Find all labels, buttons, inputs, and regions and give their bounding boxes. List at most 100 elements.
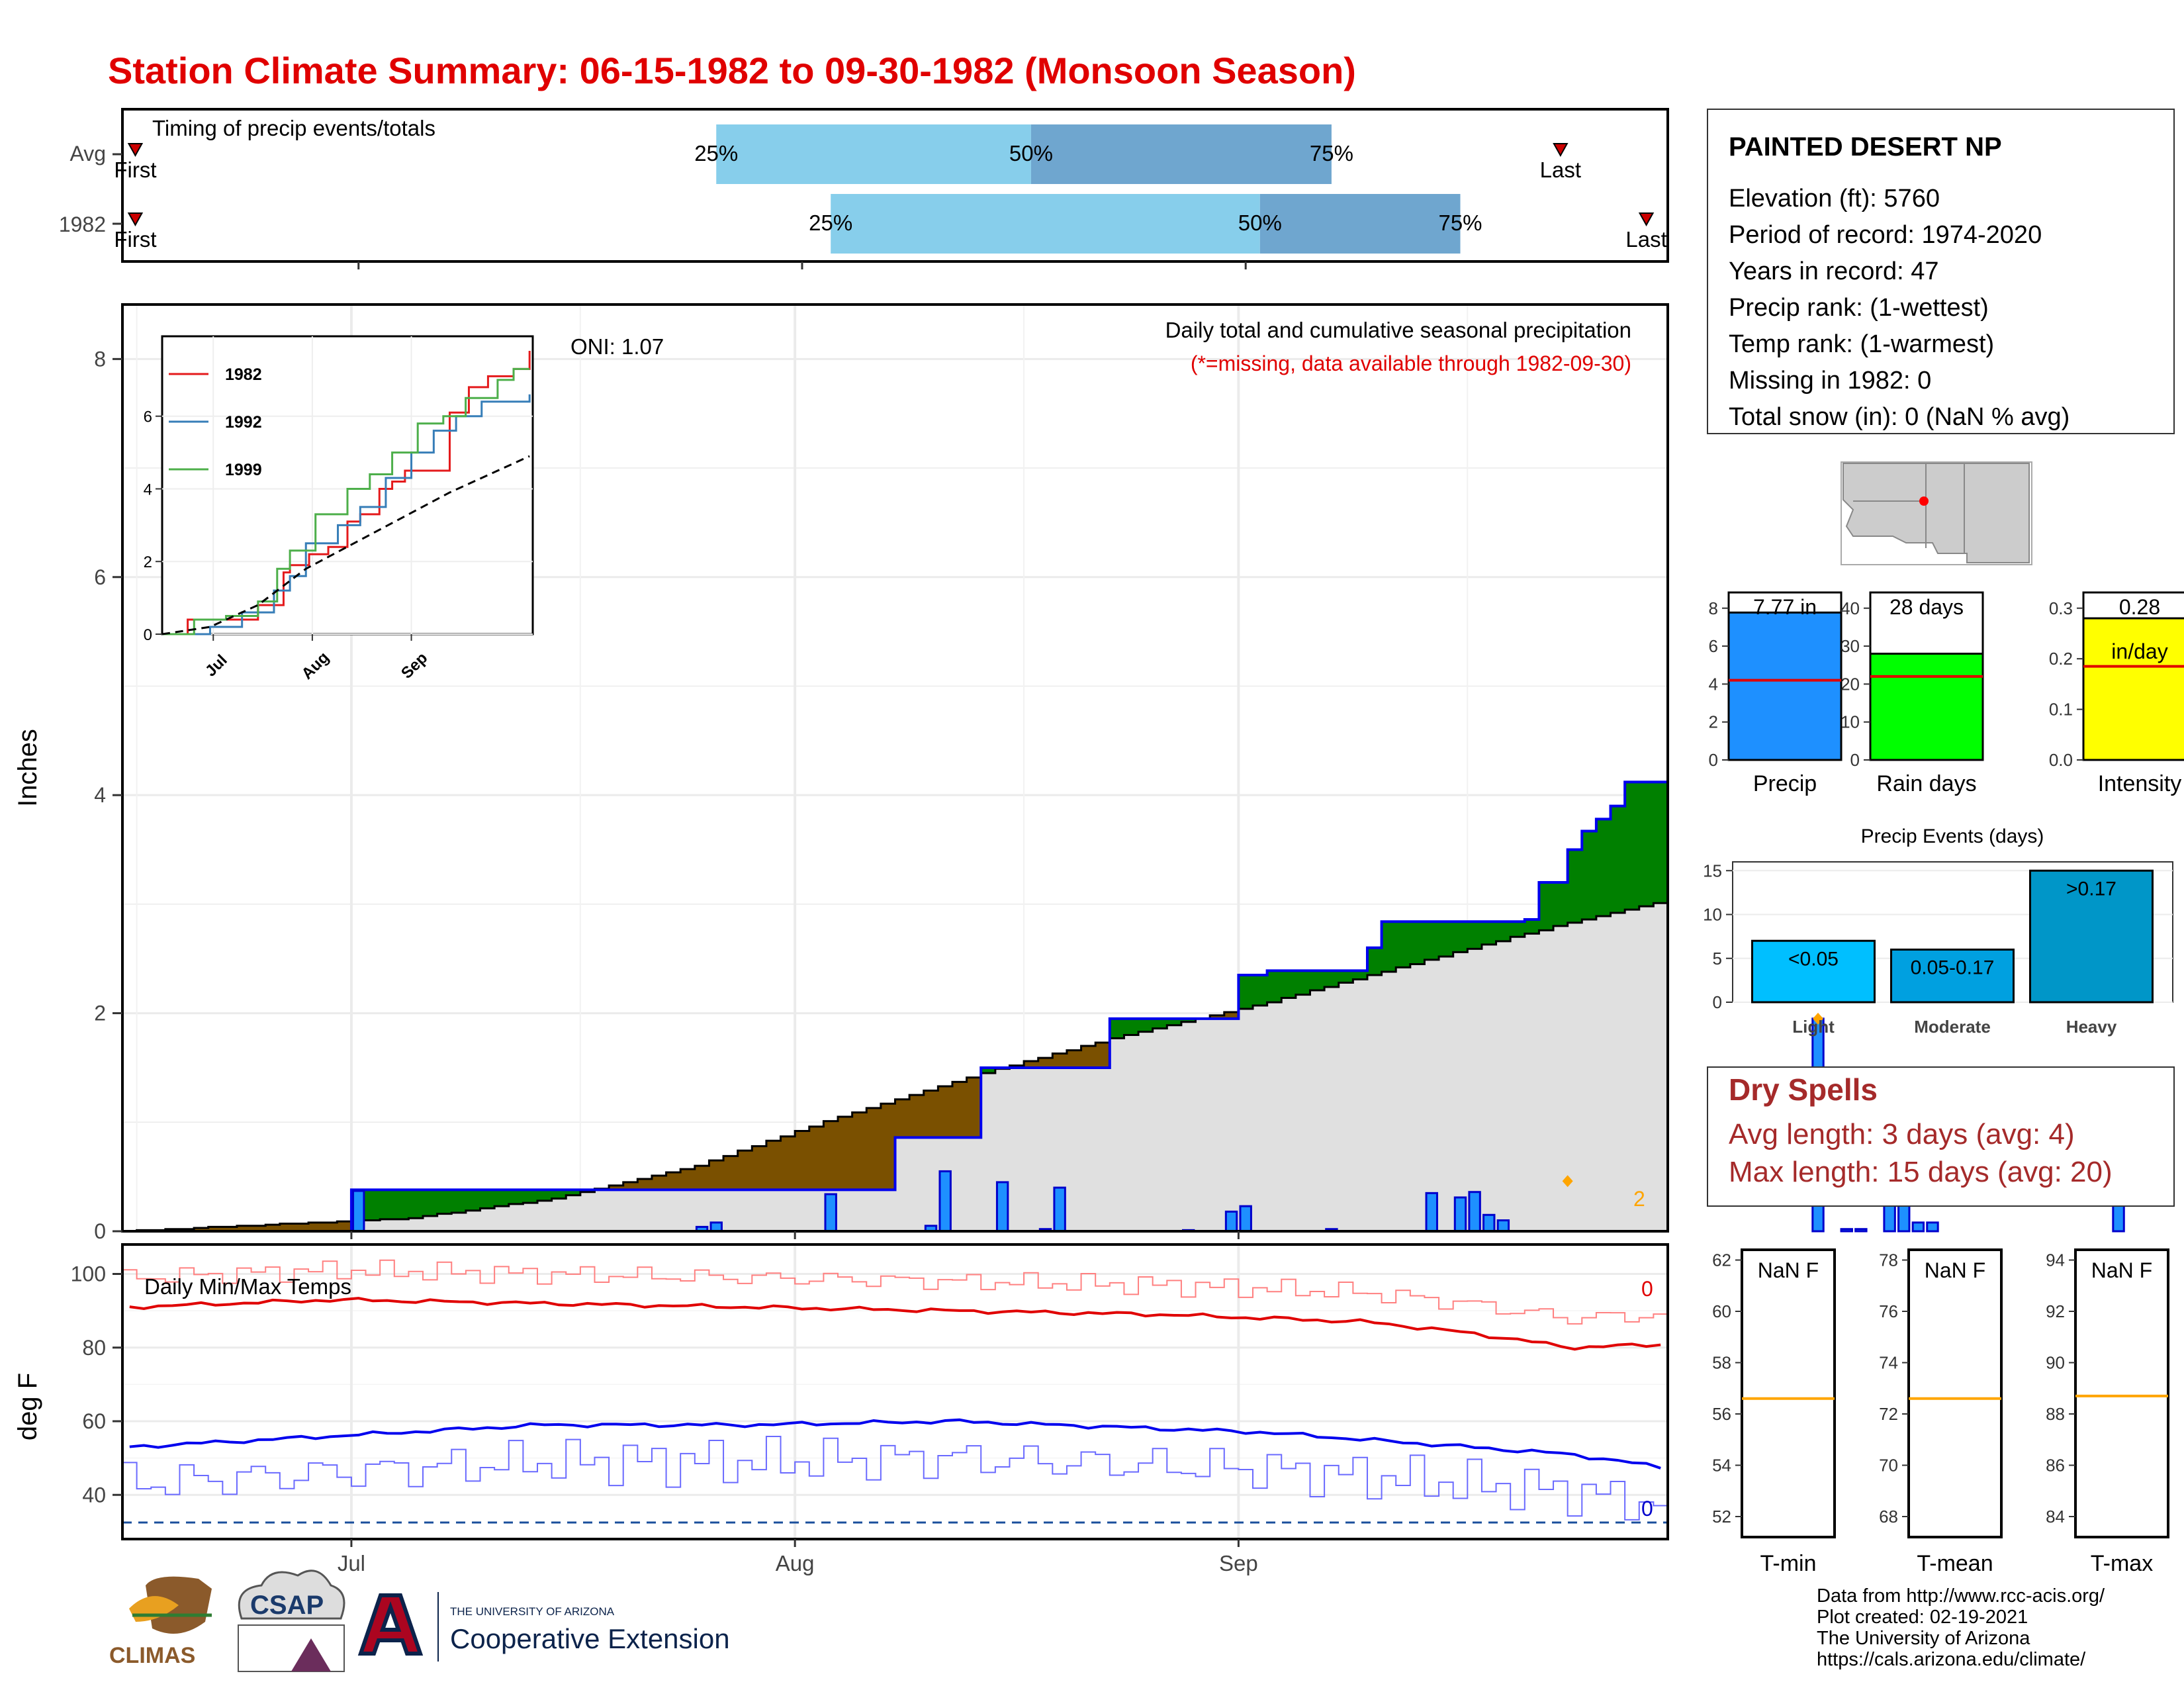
- temp-summary-box-1: [1907, 1248, 2003, 1538]
- events-category-label: Light: [1792, 1017, 1835, 1037]
- deficit-area-segment: [709, 1160, 724, 1190]
- timing-box-lower: [716, 124, 1031, 184]
- deficit-area-segment: [1052, 1053, 1068, 1068]
- summary-name-2: Intensity: [2098, 771, 2182, 796]
- station-location-marker: [1919, 496, 1929, 506]
- dry-spells-box: Dry Spells Avg length: 3 days (avg: 4) M…: [1707, 1066, 2175, 1207]
- climas-logo: CLIMAS: [109, 1576, 212, 1668]
- surplus-area-segment: [1610, 806, 1625, 914]
- missing-count: 2: [1633, 1187, 1645, 1211]
- deficit-area-segment: [852, 1112, 867, 1190]
- temp-summary-name-1: T-mean: [1917, 1551, 1993, 1576]
- surplus-area-segment: [408, 1190, 424, 1219]
- deficit-area-segment: [938, 1086, 953, 1138]
- daily-precip-bar: [352, 1190, 365, 1233]
- missing-note: (*=missing, data available through 1982-…: [1191, 352, 1631, 375]
- timing-p75-label: 75%: [1438, 211, 1482, 235]
- surplus-area-segment: [480, 1190, 495, 1209]
- events-bar-heavy: [2029, 869, 2154, 1004]
- oni-value: ONI: 1.07: [570, 334, 664, 359]
- normal-min-temp-line: [129, 1418, 1661, 1470]
- min-missing-count: 0: [1641, 1497, 1653, 1521]
- temp-summary-y-tick-label: 88: [2046, 1404, 2065, 1424]
- deficit-area-segment: [737, 1150, 752, 1190]
- surplus-area-segment: [494, 1190, 510, 1207]
- temp-summary-y-tick-label: 92: [2046, 1301, 2065, 1321]
- timing-box-lower: [831, 194, 1260, 254]
- inset-legend-label: 1999: [225, 461, 262, 479]
- temp-summary-y-tick-label: 90: [2046, 1353, 2065, 1373]
- temp-summary-y-tick-label: 78: [1879, 1250, 1898, 1270]
- surplus-area-segment: [566, 1190, 581, 1196]
- summary-y-tick-label: 0: [1850, 750, 1860, 770]
- surplus-area-segment: [1567, 849, 1582, 923]
- deficit-area-segment: [1066, 1050, 1082, 1068]
- precip-y-tick-label: 6: [94, 565, 106, 589]
- deficit-area-segment: [752, 1146, 767, 1190]
- surplus-area-segment: [1138, 1018, 1154, 1032]
- inset-series-1992: [162, 394, 531, 635]
- station-info-frame: [1707, 109, 2175, 434]
- deficit-area-segment: [208, 1227, 223, 1231]
- events-bar-moderate: [1890, 949, 2015, 1004]
- summary-y-tick-label: 0.1: [2049, 700, 2073, 720]
- inset-legend-label: 1982: [225, 365, 262, 384]
- summary-y-tick-label: 0: [1709, 750, 1718, 770]
- footer-line: The University of Arizona: [1817, 1628, 2030, 1649]
- precip-panel: 0 2 4 6 8 Inches Daily total and cumulative …: [13, 303, 2125, 1243]
- temp-y-tick-label: 60: [82, 1409, 106, 1433]
- location-map: [1841, 461, 2032, 565]
- deficit-area-segment: [251, 1225, 266, 1231]
- timing-last-marker: [1553, 143, 1569, 158]
- daily-precip-bar: [1425, 1192, 1438, 1233]
- daily-precip-bar: [1854, 1228, 1868, 1233]
- surplus-area-segment: [537, 1190, 553, 1201]
- surplus-area-segment: [1653, 782, 1668, 904]
- timing-last-label: Last: [1540, 158, 1581, 182]
- deficit-area-segment: [838, 1117, 853, 1190]
- inset-y-tick-label: 4: [144, 481, 152, 498]
- inset-frame: [161, 335, 534, 635]
- deficit-area-segment: [651, 1176, 667, 1190]
- temp-summary-y-tick-label: 74: [1879, 1353, 1898, 1373]
- deficit-area-segment: [795, 1131, 810, 1190]
- deficit-area-segment: [880, 1103, 896, 1190]
- ua-logo-block-a: [357, 1593, 424, 1656]
- temp-summary-y-tick-label: 76: [1879, 1301, 1898, 1321]
- temp-summary-value-2: NaN F: [2091, 1258, 2152, 1282]
- deficit-area-segment: [322, 1222, 338, 1231]
- deficit-area-segment: [1095, 1043, 1111, 1068]
- temp-y-tick-label: 100: [71, 1262, 106, 1286]
- deficit-area-segment: [637, 1178, 653, 1190]
- surplus-area-segment: [1281, 970, 1297, 998]
- surplus-area-segment: [1582, 831, 1597, 919]
- extreme-marker: [1562, 1175, 1573, 1188]
- surplus-area-segment: [1467, 921, 1482, 949]
- surplus-area-segment: [1181, 1018, 1197, 1022]
- summary-bar-0: [1727, 611, 1843, 761]
- temp-summary-y-tick-label: 86: [2046, 1456, 2065, 1476]
- page-title: Station Climate Summary: 06-15-1982 to 0…: [108, 50, 1356, 91]
- climas-logo-sun: [146, 1576, 212, 1634]
- summary-y-tick-label: 0.2: [2049, 649, 2073, 669]
- events-y-tick-label: 5: [1713, 949, 1722, 968]
- deficit-area-segment: [766, 1141, 782, 1190]
- surplus-area-segment: [1367, 947, 1383, 975]
- summary-y-tick-label: 4: [1709, 674, 1718, 694]
- timing-p50-label: 50%: [1009, 141, 1053, 165]
- temp-summary-box-0: [1741, 1248, 1836, 1538]
- surplus-area-segment: [1553, 882, 1569, 926]
- temperature-y-label: deg F: [13, 1373, 42, 1440]
- deficit-area-segment: [294, 1223, 309, 1231]
- deficit-area-segment: [952, 1082, 968, 1138]
- station-info-line: Elevation (ft): 5760: [1729, 185, 1940, 212]
- surplus-area-segment: [1639, 782, 1654, 907]
- summary-bar-2: [2082, 617, 2184, 761]
- temp-summary-y-tick-label: 58: [1712, 1353, 1731, 1373]
- deficit-area-segment: [866, 1107, 882, 1190]
- timing-last-label: Last: [1625, 227, 1666, 252]
- daily-precip-bar: [1053, 1186, 1066, 1233]
- surplus-area-segment: [1124, 1018, 1139, 1035]
- deficit-area-segment: [265, 1225, 281, 1231]
